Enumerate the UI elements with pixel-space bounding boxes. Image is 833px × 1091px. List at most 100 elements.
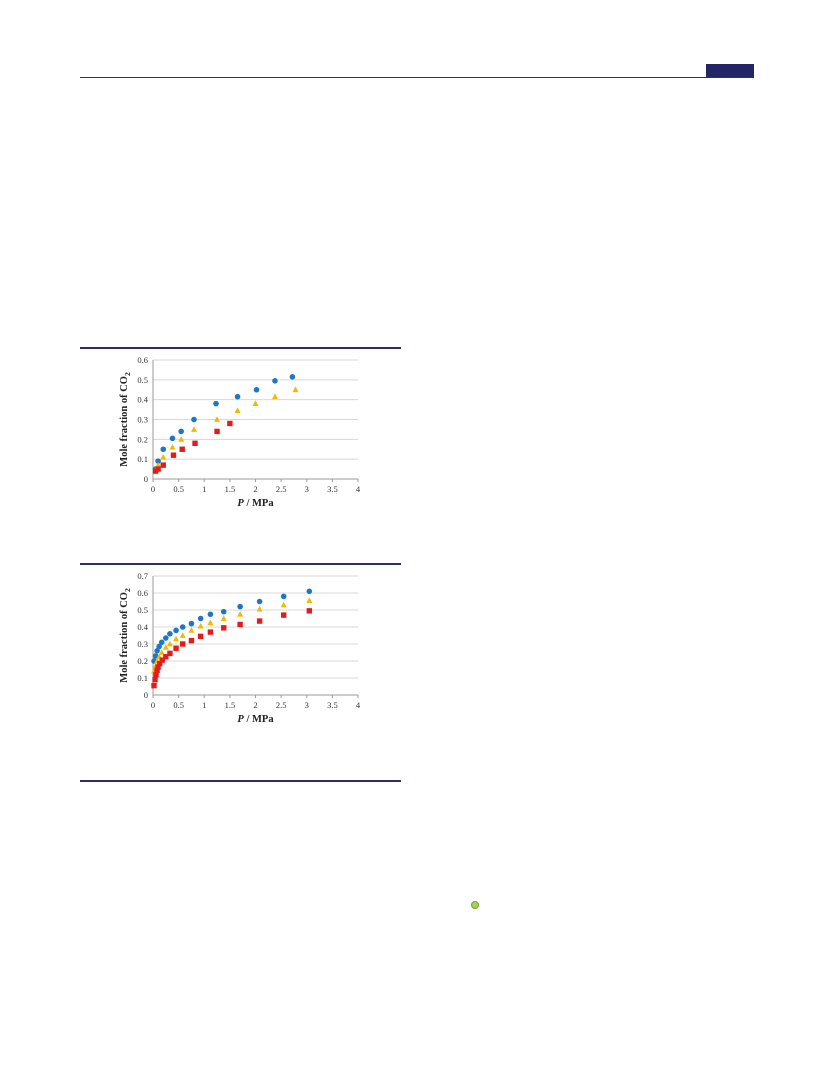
chart-2-triangle-point bbox=[173, 635, 180, 642]
chart-2-square-point bbox=[280, 612, 287, 618]
chart-2-circle-point bbox=[280, 593, 287, 600]
chart-1-x-tick-label: 3 bbox=[305, 484, 309, 494]
chart-2-square-point bbox=[207, 629, 214, 635]
chart-1-y-axis-label: Mole fraction of CO2 bbox=[119, 372, 132, 467]
chart-1-y-axis-label-main: Mole fraction of CO bbox=[119, 376, 130, 467]
chart-1-y-axis-label-subscript: 2 bbox=[123, 372, 132, 376]
chart-2-y-tick-label: 0 bbox=[144, 690, 148, 700]
chart-1-circle-point bbox=[155, 458, 161, 464]
chart-2-x-axis-label-symbol: P bbox=[237, 714, 244, 725]
chart-1-y-tick-label: 0.5 bbox=[137, 375, 148, 385]
chart-2-square-point bbox=[156, 660, 163, 667]
marker-dot bbox=[471, 901, 479, 909]
chart-2-y-tick-label: 0.5 bbox=[137, 605, 148, 615]
chart-2-triangle-point bbox=[220, 615, 227, 621]
chart-2-triangle-point bbox=[188, 627, 195, 633]
chart-2-circle-point bbox=[156, 643, 162, 650]
figure-rule-middle bbox=[80, 563, 401, 565]
chart-2-square-point bbox=[180, 641, 186, 647]
chart-2-triangle-point bbox=[207, 619, 214, 626]
chart-1-y-tick-label: 0.1 bbox=[137, 454, 148, 464]
chart-2-circle-point bbox=[188, 620, 195, 627]
chart-2-square-point bbox=[154, 667, 160, 674]
chart-1-triangle-point bbox=[178, 436, 185, 442]
chart-2-triangle-point bbox=[237, 610, 244, 617]
header-rule bbox=[80, 77, 754, 78]
chart-2-square-point bbox=[152, 677, 158, 683]
chart-2-triangle-point bbox=[166, 640, 173, 647]
chart-1-y-tick-label: 0.6 bbox=[137, 355, 148, 365]
chart-1-triangle-point bbox=[271, 393, 278, 400]
chart-2-square-point bbox=[197, 633, 204, 640]
chart-1-circle-point bbox=[289, 374, 296, 380]
chart-2-x-tick-label: 3.5 bbox=[327, 700, 338, 710]
chart-2-square-point bbox=[151, 682, 157, 689]
chart-1-square-point bbox=[170, 452, 177, 458]
chart-2-triangle-point bbox=[179, 632, 186, 638]
chart-2-circle-point bbox=[237, 603, 243, 610]
chart-2-circle-point bbox=[158, 639, 165, 646]
chart-1-triangle-point bbox=[252, 400, 259, 407]
chart-2-circle-point bbox=[173, 627, 179, 634]
chart-2-circle-point bbox=[152, 653, 159, 659]
chart-2-circle-point bbox=[167, 631, 173, 637]
chart-2-circle-point bbox=[163, 635, 169, 641]
chart-2-square-point bbox=[237, 621, 243, 628]
chart-1-circle-point bbox=[213, 400, 219, 407]
chart-2-y-tick-label: 0.1 bbox=[137, 673, 148, 683]
chart-1-y-tick-label: 0.3 bbox=[137, 415, 148, 425]
chart-1-triangle-point bbox=[155, 461, 162, 468]
chart-1-x-tick-label: 0 bbox=[151, 484, 155, 494]
chart-2-triangle-point bbox=[158, 649, 165, 655]
chart-1-x-tick-label: 4 bbox=[356, 484, 361, 494]
chart-1-y-tick-label: 0.2 bbox=[137, 434, 148, 444]
chart-2-square-point bbox=[159, 657, 165, 663]
chart-1-x-axis-label: P / MPa bbox=[237, 498, 274, 509]
chart-2-y-axis-label: Mole fraction of CO2 bbox=[119, 588, 132, 683]
chart-1-x-tick-label: 2.5 bbox=[276, 484, 287, 494]
chart-2-triangle-point bbox=[306, 597, 313, 604]
chart-2-circle-point bbox=[220, 608, 227, 615]
chart-2-y-tick-label: 0.6 bbox=[137, 588, 148, 598]
page-number-tab bbox=[706, 64, 754, 78]
chart-2-y-axis-label-main: Mole fraction of CO bbox=[119, 592, 130, 683]
chart-2-y-tick-label: 0.2 bbox=[137, 656, 148, 666]
chart-2-circle-point bbox=[179, 624, 186, 630]
chart-1-x-axis-label-symbol: P bbox=[237, 498, 244, 509]
chart-2-square-point bbox=[153, 671, 159, 678]
chart-1: 0 0.1 0.2 0.3 0.4 0.5 0.6 0 0.5 1 1.5 2 2.5 3 3.5 4 P / … bbox=[113, 353, 373, 528]
chart-2-svg: 0 0.1 0.2 0.3 0.4 0.5 0.6 0.7 0 0.5 1 1.5 2 2.5 3 3.5 4 P… bbox=[119, 571, 361, 725]
chart-2-square-point bbox=[256, 618, 263, 624]
chart-2-x-tick-label: 0.5 bbox=[173, 700, 184, 710]
chart-2-x-tick-label: 2 bbox=[253, 700, 257, 710]
chart-2-square-point bbox=[306, 608, 313, 614]
figure-rule-bottom bbox=[80, 780, 401, 782]
chart-2: 0 0.1 0.2 0.3 0.4 0.5 0.6 0.7 0 0.5 1 1.5 2 2.5 3 3.5 4 P… bbox=[113, 569, 373, 744]
chart-2-square-point bbox=[163, 654, 169, 660]
chart-2-triangle-point bbox=[280, 601, 287, 608]
chart-1-circle-point bbox=[191, 416, 197, 423]
chart-1-circle-point bbox=[272, 378, 278, 384]
chart-1-square-point bbox=[160, 462, 166, 468]
chart-2-square-point bbox=[188, 637, 195, 644]
chart-2-y-tick-label: 0.4 bbox=[137, 622, 148, 632]
chart-2-square-point bbox=[173, 645, 179, 651]
chart-2-x-tick-label: 3 bbox=[305, 700, 309, 710]
chart-1-circle-point bbox=[234, 393, 241, 400]
chart-2-y-tick-label: 0.3 bbox=[137, 639, 148, 649]
chart-1-x-tick-label: 2 bbox=[253, 484, 257, 494]
chart-2-x-axis-label: P / MPa bbox=[237, 714, 274, 725]
chart-2-x-tick-label: 0 bbox=[151, 700, 155, 710]
chart-1-circle-point bbox=[253, 386, 260, 393]
chart-2-square-point bbox=[155, 664, 161, 670]
chart-2-circle-point bbox=[256, 598, 263, 605]
chart-1-triangle-point bbox=[191, 426, 197, 432]
chart-1-x-tick-label: 1.5 bbox=[225, 484, 236, 494]
chart-2-x-axis-label-unit: / MPa bbox=[244, 714, 274, 725]
chart-1-y-tick-label: 0 bbox=[144, 474, 148, 484]
chart-1-square-point bbox=[179, 446, 185, 452]
chart-1-triangle-point bbox=[160, 453, 167, 460]
figure-rule-top bbox=[80, 347, 401, 349]
chart-1-triangle-point bbox=[292, 386, 299, 393]
chart-1-triangle-point bbox=[214, 416, 221, 422]
